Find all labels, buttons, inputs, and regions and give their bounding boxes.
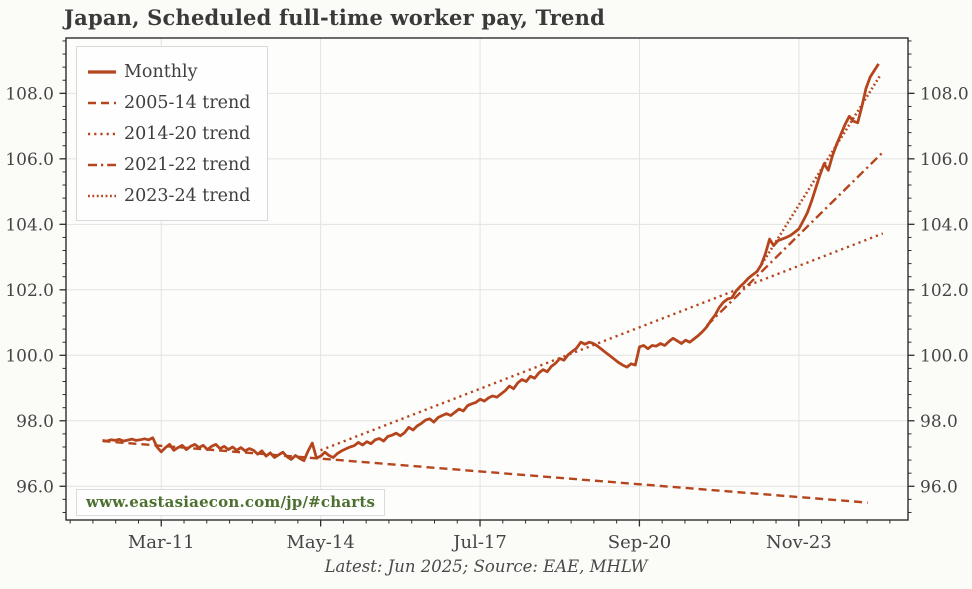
legend-line-sample-icon <box>88 69 116 74</box>
legend: Monthly 2005-14 trend 2014-20 trend 2021-22… <box>76 46 268 221</box>
y-tick-label-right: 108.0 <box>920 84 969 104</box>
x-tick-label: Nov-23 <box>766 532 832 553</box>
legend-line-sample-icon <box>88 101 116 104</box>
x-tick-label: Sep-20 <box>608 532 672 553</box>
y-tick-label-left: 102.0 <box>5 281 54 301</box>
legend-line-sample-icon <box>88 132 116 135</box>
2023-24-trend-line <box>755 74 882 273</box>
y-tick-label-left: 108.0 <box>5 84 54 104</box>
legend-label: Monthly <box>124 61 198 82</box>
legend-label: 2023-24 trend <box>124 185 251 206</box>
legend-item-2023-24-trend: 2023-24 trend <box>87 180 251 211</box>
y-tick-label-left: 104.0 <box>5 215 54 235</box>
x-tick-label: Mar-11 <box>128 532 195 553</box>
y-tick-label-left: 100.0 <box>5 346 54 366</box>
plot-border <box>65 37 909 521</box>
y-tick-label-right: 100.0 <box>920 346 969 366</box>
legend-item-2021-22-trend: 2021-22 trend <box>87 149 251 180</box>
legend-item-2014-20-trend: 2014-20 trend <box>87 118 251 149</box>
legend-line-sample-icon <box>88 194 116 197</box>
y-tick-label-left: 96.0 <box>16 477 54 497</box>
monthly-line <box>102 63 880 463</box>
chart-title: Japan, Scheduled full-time worker pay, T… <box>64 5 605 30</box>
2014-20-trend-line <box>320 232 884 452</box>
legend-line-sample-icon <box>88 163 116 166</box>
legend-label: 2014-20 trend <box>124 123 251 144</box>
2021-22-trend-line <box>705 151 884 327</box>
legend-label: 2021-22 trend <box>124 154 251 175</box>
y-tick-label-right: 102.0 <box>920 281 969 301</box>
legend-item-monthly: Monthly <box>87 56 251 87</box>
x-tick-label: May-14 <box>286 532 354 553</box>
y-tick-label-left: 98.0 <box>16 412 54 432</box>
y-tick-label-right: 106.0 <box>920 150 969 170</box>
x-tick-label: Jul-17 <box>451 532 507 553</box>
y-tick-label-right: 104.0 <box>920 215 969 235</box>
legend-item-2005-14-trend: 2005-14 trend <box>87 87 251 118</box>
legend-label: 2005-14 trend <box>124 92 251 113</box>
y-tick-label-right: 98.0 <box>920 412 958 432</box>
y-tick-label-right: 96.0 <box>920 477 958 497</box>
y-tick-label-left: 106.0 <box>5 150 54 170</box>
2005-14-trend-line <box>102 439 868 504</box>
source-note: Latest: Jun 2025; Source: EAE, MHLW <box>324 557 648 576</box>
watermark: www.eastasiaecon.com/jp/#charts <box>76 489 386 516</box>
